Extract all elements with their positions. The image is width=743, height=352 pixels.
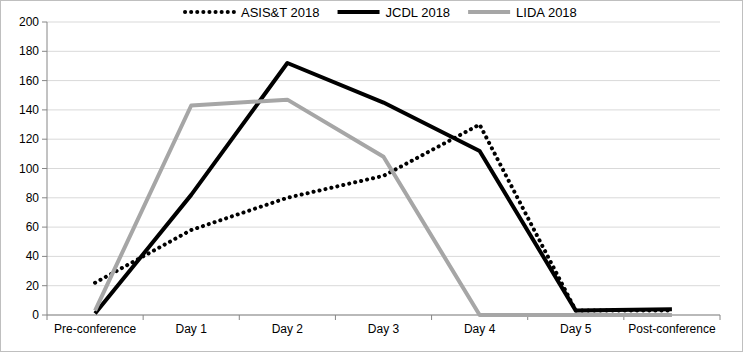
legend-label: JCDL 2018 — [386, 5, 451, 20]
x-tick-label: Day 4 — [464, 322, 496, 336]
y-tick-label: 140 — [19, 103, 39, 117]
y-tick — [42, 227, 47, 228]
x-tick — [720, 315, 721, 320]
y-tick-label: 20 — [26, 279, 40, 293]
grid-line — [47, 168, 720, 169]
x-tick-label: Day 5 — [560, 322, 592, 336]
x-tick — [143, 315, 144, 320]
grid-line — [47, 22, 720, 23]
x-tick-label: Day 3 — [368, 322, 400, 336]
y-tick — [42, 22, 47, 23]
grid-line — [47, 227, 720, 228]
y-tick — [42, 168, 47, 169]
x-tick-label: Day 2 — [272, 322, 304, 336]
x-tick-label: Post-conference — [628, 322, 716, 336]
grid-line — [47, 51, 720, 52]
y-tick — [42, 197, 47, 198]
grid-line — [47, 80, 720, 81]
series-line — [95, 125, 672, 311]
x-tick — [47, 315, 48, 320]
y-tick-label: 0 — [32, 308, 39, 322]
y-tick-label: 40 — [26, 249, 40, 263]
y-tick-label: 180 — [19, 44, 39, 58]
legend-label: ASIS&T 2018 — [241, 5, 320, 20]
y-tick-label: 120 — [19, 132, 39, 146]
y-tick — [42, 109, 47, 110]
y-tick — [42, 139, 47, 140]
y-tick-label: 160 — [19, 74, 39, 88]
grid-line — [47, 256, 720, 257]
series-line — [95, 63, 672, 314]
series-line — [95, 100, 672, 315]
y-tick-label: 80 — [26, 191, 40, 205]
y-tick — [42, 80, 47, 81]
chart-border — [1, 1, 743, 352]
y-tick-label: 60 — [26, 220, 40, 234]
x-tick-label: Pre-conference — [54, 322, 136, 336]
y-tick-label: 200 — [19, 15, 39, 29]
y-tick — [42, 51, 47, 52]
y-tick-label: 100 — [19, 162, 39, 176]
grid-line — [47, 109, 720, 110]
chart: 0 20 40 60 80 100 120 140 160 180 200 Pre-conferenc… — [0, 0, 743, 352]
x-tick-label: Day 1 — [176, 322, 208, 336]
legend-swatch — [338, 10, 380, 14]
legend-label: LIDA 2018 — [516, 5, 577, 20]
x-tick — [335, 315, 336, 320]
grid-line — [47, 285, 720, 286]
legend: ASIS&T 2018 JCDL 2018 LIDA 2018 — [185, 5, 577, 20]
legend-swatch — [185, 10, 235, 14]
y-tick — [42, 315, 47, 316]
x-tick — [239, 315, 240, 320]
grid-line — [47, 139, 720, 140]
legend-swatch — [468, 10, 510, 14]
y-tick — [42, 285, 47, 286]
y-axis — [47, 22, 48, 315]
y-tick — [42, 256, 47, 257]
x-tick — [431, 315, 432, 320]
